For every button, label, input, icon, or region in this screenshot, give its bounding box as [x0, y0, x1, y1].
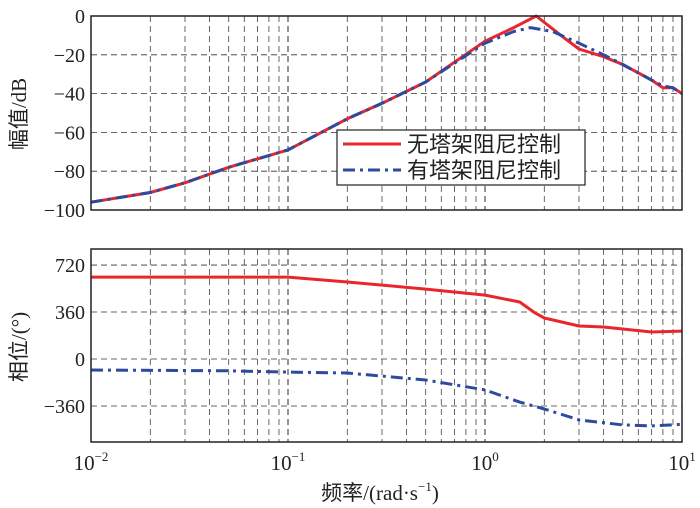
x-tick-exponent: −2 — [95, 449, 109, 464]
x-tick-exponent: 1 — [689, 449, 696, 464]
y-tick-label: −80 — [54, 161, 85, 183]
magnitude-y-label: 幅值/dB — [7, 78, 31, 150]
x-axis-label-main: 频率/(rad·s — [321, 481, 418, 505]
legend-label: 有塔架阻尼控制 — [407, 158, 561, 183]
x-tick-label: 100 — [471, 449, 499, 475]
x-tick-label: 101 — [668, 449, 696, 475]
x-axis-label: 频率/(rad·s−1) — [321, 479, 439, 505]
x-tick-base: 10 — [471, 451, 492, 475]
legend-label: 无塔架阻尼控制 — [407, 132, 561, 157]
series-line-with-damping — [90, 26, 683, 204]
legend-box — [336, 129, 586, 186]
y-tick-label: 0 — [75, 6, 85, 28]
series-line-with-damping — [90, 368, 683, 428]
y-tick-label: −40 — [54, 84, 85, 106]
plot-frame — [90, 248, 683, 443]
x-tick-exponent: 0 — [492, 449, 499, 464]
y-tick-label: 0 — [75, 349, 85, 371]
y-tick-label: 360 — [55, 302, 85, 324]
plot-frame — [90, 15, 683, 211]
x-tick-exponent: −1 — [292, 449, 306, 464]
x-tick-label: 10−1 — [271, 449, 306, 475]
x-axis-label-end: ) — [432, 481, 439, 505]
y-tick-label: −20 — [54, 45, 85, 67]
series-line-without-damping — [91, 275, 683, 334]
y-tick-label: −360 — [44, 396, 85, 418]
x-tick-base: 10 — [74, 451, 95, 475]
x-tick-base: 10 — [668, 451, 689, 475]
x-tick-label: 10−2 — [74, 449, 109, 475]
y-tick-label: 720 — [55, 255, 85, 277]
y-tick-label: −60 — [54, 122, 85, 144]
phase-y-label: 相位/(°) — [7, 312, 31, 382]
x-axis-label-sup: −1 — [418, 479, 432, 494]
y-tick-label: −100 — [44, 200, 85, 222]
x-tick-base: 10 — [271, 451, 292, 475]
